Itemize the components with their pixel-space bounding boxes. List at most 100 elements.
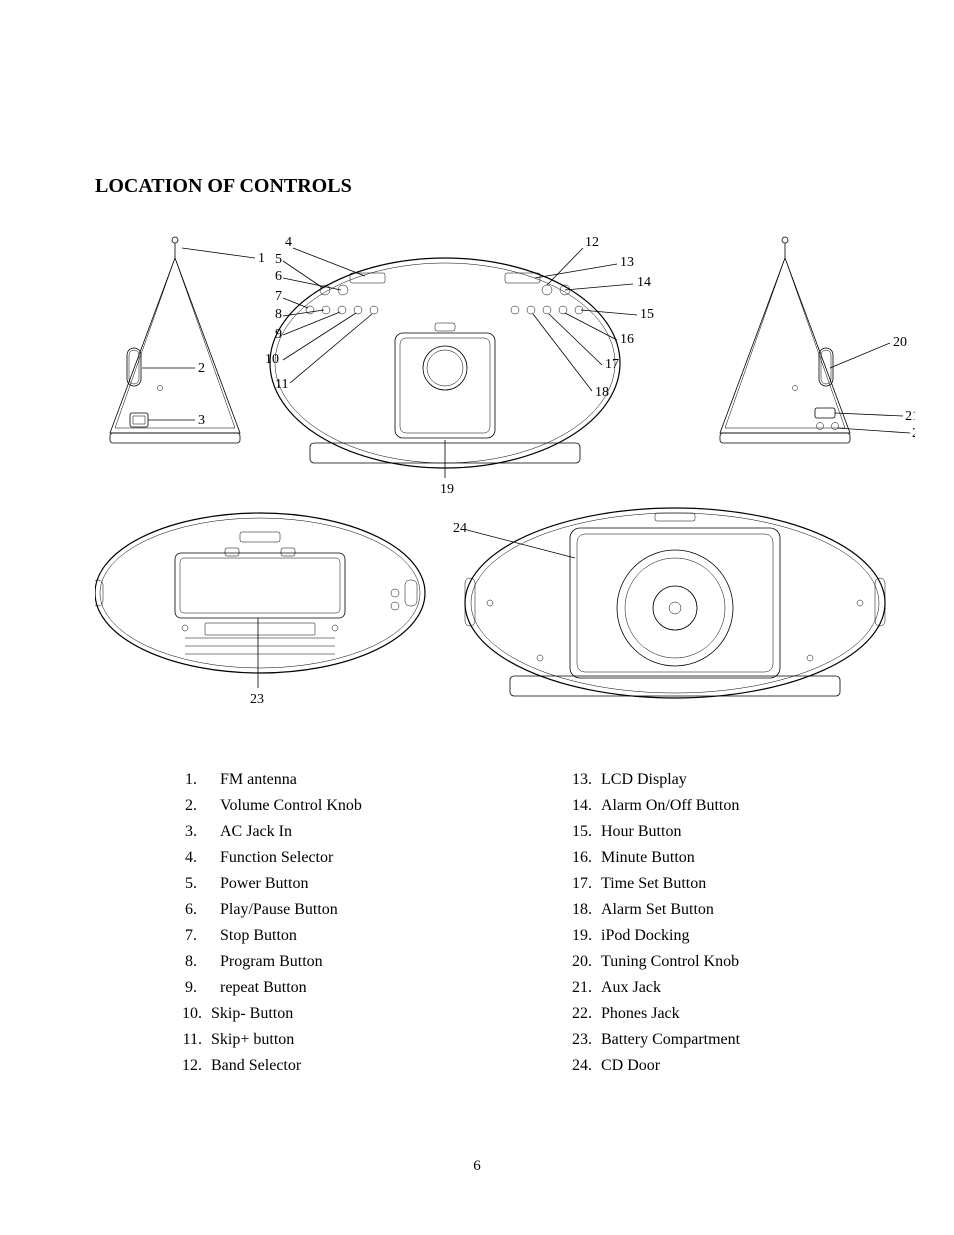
legend-label: Volume Control Knob bbox=[220, 794, 565, 818]
legend-number: 12. bbox=[175, 1054, 205, 1078]
legend-number: 17. bbox=[565, 872, 595, 896]
legend-number: 14. bbox=[565, 794, 595, 818]
legend-row: 22.Phones Jack bbox=[565, 1002, 859, 1026]
legend-row: 13.LCD Display bbox=[565, 768, 859, 792]
callout-9: 9 bbox=[275, 327, 282, 342]
callout-23: 23 bbox=[250, 692, 264, 707]
legend-number: 22. bbox=[565, 1002, 595, 1026]
legend-row: 5. Power Button bbox=[175, 872, 565, 896]
legend-spacer bbox=[200, 976, 220, 1000]
legend-row: 6. Play/Pause Button bbox=[175, 898, 565, 922]
legend-row: 11.Skip+ button bbox=[175, 1028, 565, 1052]
legend-row: 9. repeat Button bbox=[175, 976, 565, 1000]
legend-col-right: 13.LCD Display14.Alarm On/Off Button15.H… bbox=[565, 768, 859, 1080]
legend-number: 1. bbox=[175, 768, 200, 792]
diagram-area: 1 2 3 bbox=[95, 218, 859, 708]
legend-number: 8. bbox=[175, 950, 200, 974]
legend-number: 5. bbox=[175, 872, 200, 896]
callout-22: 22 bbox=[912, 426, 915, 441]
legend-label: Alarm On/Off Button bbox=[601, 794, 859, 818]
callout-17: 17 bbox=[605, 357, 619, 372]
callout-10: 10 bbox=[265, 352, 279, 367]
legend-spacer bbox=[200, 768, 220, 792]
controls-legend: 1. FM antenna 2. Volume Control Knob 3. AC Ja… bbox=[95, 768, 859, 1080]
callout-21: 21 bbox=[905, 409, 915, 424]
legend-row: 20.Tuning Control Knob bbox=[565, 950, 859, 974]
legend-row: 19.iPod Docking bbox=[565, 924, 859, 948]
legend-label: LCD Display bbox=[601, 768, 859, 792]
legend-label: Minute Button bbox=[601, 846, 859, 870]
callout-18: 18 bbox=[595, 385, 609, 400]
legend-label: Power Button bbox=[220, 872, 565, 896]
callout-19: 19 bbox=[440, 482, 454, 497]
callout-3: 3 bbox=[198, 413, 205, 428]
legend-row: 15.Hour Button bbox=[565, 820, 859, 844]
legend-number: 16. bbox=[565, 846, 595, 870]
legend-row: 3. AC Jack In bbox=[175, 820, 565, 844]
section-title: LOCATION OF CONTROLS bbox=[95, 175, 859, 198]
legend-label: Alarm Set Button bbox=[601, 898, 859, 922]
legend-label: Skip- Button bbox=[211, 1002, 565, 1026]
legend-number: 2. bbox=[175, 794, 200, 818]
left-speaker-diagram: 1 2 3 bbox=[110, 237, 265, 443]
legend-row: 23.Battery Compartment bbox=[565, 1028, 859, 1052]
callout-1: 1 bbox=[258, 251, 265, 266]
legend-row: 2. Volume Control Knob bbox=[175, 794, 565, 818]
legend-row: 7. Stop Button bbox=[175, 924, 565, 948]
legend-row: 8.Program Button bbox=[175, 950, 565, 974]
legend-label: Time Set Button bbox=[601, 872, 859, 896]
callout-8: 8 bbox=[275, 307, 282, 322]
legend-number: 15. bbox=[565, 820, 595, 844]
legend-spacer bbox=[200, 924, 220, 948]
legend-row: 14.Alarm On/Off Button bbox=[565, 794, 859, 818]
callout-15: 15 bbox=[640, 307, 654, 322]
legend-label: CD Door bbox=[601, 1054, 859, 1078]
legend-label: Aux Jack bbox=[601, 976, 859, 1000]
callout-5: 5 bbox=[275, 252, 282, 267]
main-unit-top-diagram: 4 5 6 7 8 9 10 11 12 13 14 15 16 17 18 1… bbox=[265, 235, 654, 497]
legend-number: 7. bbox=[175, 924, 200, 948]
callout-6: 6 bbox=[275, 269, 282, 284]
legend-row: 12.Band Selector bbox=[175, 1054, 565, 1078]
legend-row: 17.Time Set Button bbox=[565, 872, 859, 896]
legend-spacer bbox=[200, 950, 220, 974]
legend-number: 3. bbox=[175, 820, 200, 844]
legend-label: Stop Button bbox=[220, 924, 565, 948]
legend-row: 18.Alarm Set Button bbox=[565, 898, 859, 922]
legend-spacer bbox=[200, 872, 220, 896]
legend-row: 21.Aux Jack bbox=[565, 976, 859, 1000]
legend-label: AC Jack In bbox=[220, 820, 565, 844]
legend-row: 1. FM antenna bbox=[175, 768, 565, 792]
legend-label: repeat Button bbox=[220, 976, 565, 1000]
legend-number: 10. bbox=[175, 1002, 205, 1026]
right-speaker-diagram: 20 21 22 bbox=[720, 237, 915, 443]
legend-number: 6. bbox=[175, 898, 200, 922]
legend-label: iPod Docking bbox=[601, 924, 859, 948]
page-number: 6 bbox=[0, 1158, 954, 1175]
legend-label: Band Selector bbox=[211, 1054, 565, 1078]
legend-number: 18. bbox=[565, 898, 595, 922]
callout-2: 2 bbox=[198, 361, 205, 376]
main-unit-bottom-diagram: 23 bbox=[95, 513, 425, 707]
legend-row: 16.Minute Button bbox=[565, 846, 859, 870]
legend-label: FM antenna bbox=[220, 768, 565, 792]
callout-14: 14 bbox=[637, 275, 651, 290]
main-unit-front-diagram: 24 bbox=[453, 508, 885, 698]
legend-number: 20. bbox=[565, 950, 595, 974]
legend-number: 13. bbox=[565, 768, 595, 792]
legend-col-left: 1. FM antenna 2. Volume Control Knob 3. AC Ja… bbox=[175, 768, 565, 1080]
legend-label: Tuning Control Knob bbox=[601, 950, 859, 974]
legend-row: 10.Skip- Button bbox=[175, 1002, 565, 1026]
legend-spacer bbox=[200, 898, 220, 922]
legend-label: Play/Pause Button bbox=[220, 898, 565, 922]
legend-number: 4. bbox=[175, 846, 200, 870]
legend-label: Battery Compartment bbox=[601, 1028, 859, 1052]
legend-number: 19. bbox=[565, 924, 595, 948]
legend-number: 9. bbox=[175, 976, 200, 1000]
callout-11: 11 bbox=[275, 377, 288, 392]
legend-number: 21. bbox=[565, 976, 595, 1000]
callout-7: 7 bbox=[275, 289, 282, 304]
legend-row: 4.Function Selector bbox=[175, 846, 565, 870]
callout-4: 4 bbox=[285, 235, 292, 250]
legend-spacer bbox=[200, 820, 220, 844]
